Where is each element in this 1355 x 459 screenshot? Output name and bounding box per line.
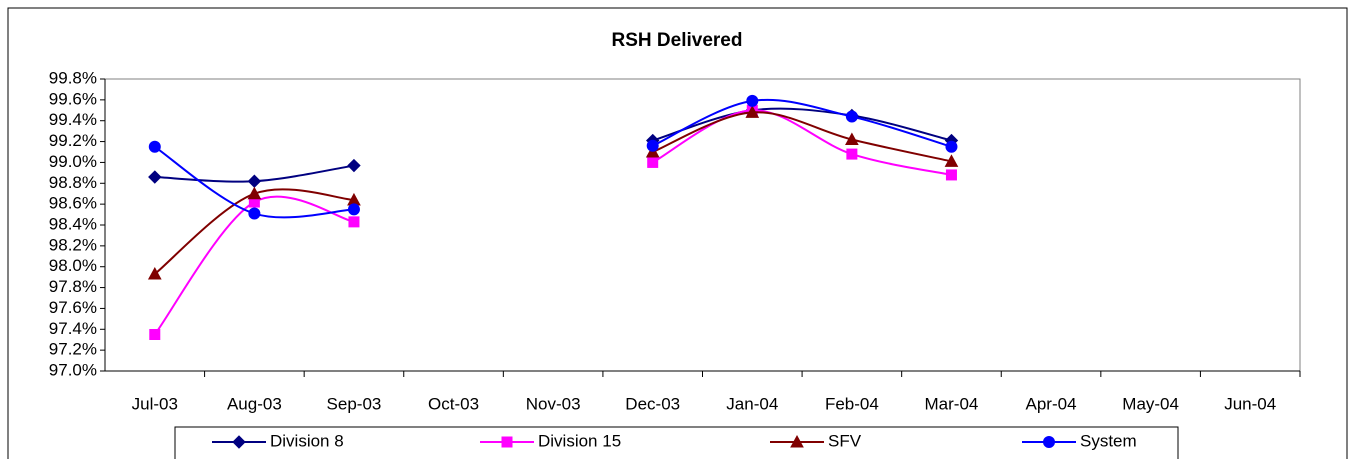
series-line: [652, 98, 952, 148]
y-tick-label: 98.6%: [49, 194, 97, 213]
legend-label: Division 15: [538, 431, 621, 450]
series-line: [652, 107, 952, 142]
y-tick-label: 97.6%: [49, 298, 97, 317]
x-tick-label: Jan-04: [726, 394, 778, 413]
y-tick-label: 99.2%: [49, 131, 97, 150]
x-tick-label: Dec-03: [625, 394, 680, 413]
x-tick-label: May-04: [1122, 394, 1179, 413]
data-point: [845, 110, 858, 123]
data-point: [646, 139, 659, 152]
y-tick-label: 97.8%: [49, 277, 97, 296]
y-tick-label: 97.0%: [49, 360, 97, 379]
y-tick-label: 99.6%: [49, 89, 97, 108]
data-point: [347, 158, 361, 173]
y-tick-label: 97.2%: [49, 340, 97, 359]
legend-label: SFV: [828, 431, 862, 450]
x-tick-label: Jun-04: [1224, 394, 1276, 413]
data-point: [148, 140, 161, 153]
data-point: [746, 94, 759, 107]
x-tick-label: Mar-04: [925, 394, 979, 413]
data-point: [846, 148, 858, 160]
y-tick-label: 98.4%: [49, 214, 97, 233]
x-tick-label: Oct-03: [428, 394, 479, 413]
legend-marker: [790, 434, 804, 448]
data-point: [647, 156, 659, 168]
legend-marker: [1043, 436, 1055, 448]
data-point: [247, 186, 262, 200]
y-tick-label: 98.0%: [49, 256, 97, 275]
data-point: [148, 170, 162, 184]
data-point: [945, 140, 958, 153]
x-tick-label: Aug-03: [227, 394, 282, 413]
y-tick-label: 99.0%: [49, 152, 97, 171]
chart-title: RSH Delivered: [612, 30, 743, 51]
legend-label: System: [1080, 431, 1137, 450]
legend-label: Division 8: [270, 431, 344, 450]
x-tick-label: Sep-03: [327, 394, 382, 413]
data-point: [745, 105, 760, 118]
y-tick-label: 99.8%: [49, 68, 97, 87]
data-point: [149, 329, 161, 340]
legend-marker: [501, 436, 513, 448]
data-point: [845, 132, 859, 145]
data-point: [248, 207, 261, 220]
data-point: [944, 154, 959, 167]
series-line: [652, 111, 952, 163]
series-line: [652, 109, 952, 176]
legend-box: [174, 426, 1179, 459]
data-point: [945, 169, 957, 181]
data-point: [147, 266, 162, 280]
x-tick-label: Apr-04: [1026, 394, 1077, 413]
y-tick-label: 98.8%: [49, 173, 97, 192]
data-point: [348, 216, 360, 228]
x-tick-label: Feb-04: [825, 394, 879, 413]
legend-marker: [232, 435, 246, 449]
y-tick-label: 97.4%: [49, 319, 97, 338]
data-point: [347, 203, 360, 216]
x-tick-label: Jul-03: [132, 394, 178, 413]
x-tick-label: Nov-03: [526, 394, 581, 413]
y-tick-label: 99.4%: [49, 110, 97, 129]
y-tick-label: 98.2%: [49, 235, 97, 254]
